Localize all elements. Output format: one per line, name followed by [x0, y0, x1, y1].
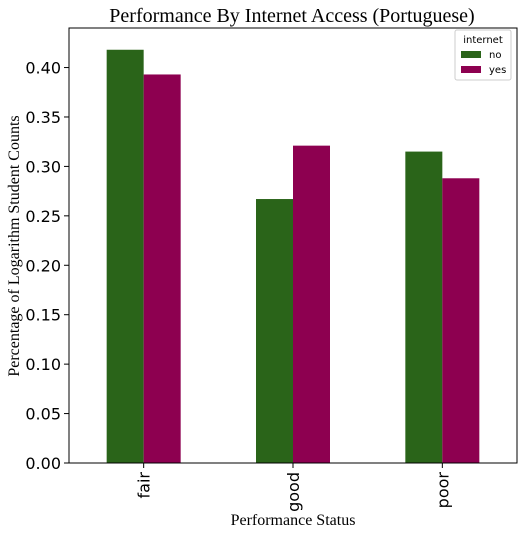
y-tick-label: 0.40 [25, 59, 61, 78]
legend-title: internet [463, 35, 503, 46]
y-tick-label: 0.15 [25, 306, 61, 325]
y-tick-label: 0.30 [25, 157, 61, 176]
x-tick-label-poor: poor [433, 472, 452, 509]
bar-yes-fair [143, 74, 181, 463]
y-tick-label: 0.25 [25, 207, 61, 226]
bar-no-fair [106, 49, 144, 463]
chart-title: Performance By Internet Access (Portugue… [109, 5, 474, 27]
bar-no-poor [405, 151, 443, 464]
bar-yes-good [293, 145, 330, 464]
y-tick-label: 0.20 [25, 256, 61, 275]
bar-no-good [256, 199, 293, 463]
x-tick-label-fair: fair [135, 472, 154, 499]
y-tick-label: 0.10 [25, 355, 61, 374]
legend-label-yes: yes [489, 65, 506, 76]
x-axis-label: Performance Status [231, 512, 356, 529]
y-axis-label: Percentage of Logarithm Student Counts [6, 115, 23, 376]
legend: internet no yes [454, 29, 512, 81]
y-tick-label: 0.35 [25, 108, 61, 127]
plot-area: 0.00 0.05 0.10 0.15 0.20 0.25 0.30 0.35 0.40 fair… [25, 27, 518, 512]
y-tick-label: 0.05 [25, 405, 61, 424]
legend-swatch-no [461, 51, 481, 58]
bar-yes-poor [442, 178, 480, 464]
legend-label-no: no [489, 50, 501, 61]
y-tick-label: 0.00 [25, 454, 61, 473]
legend-swatch-yes [461, 66, 481, 73]
x-tick-label-good: good [284, 472, 303, 512]
